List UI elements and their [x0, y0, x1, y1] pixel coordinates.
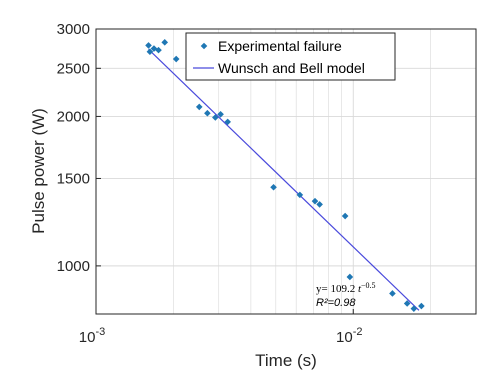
data-point: [270, 183, 277, 191]
fit-equation: y= 109.2 t−0.5: [316, 281, 376, 295]
x-axis-label: Time (s): [255, 351, 317, 370]
y-axis-ticks: 1000 1500 2000 2500 3000: [57, 21, 101, 275]
data-points: [145, 39, 425, 312]
legend-box: [185, 32, 396, 81]
legend-label-model: Wunsch and Bell model: [218, 60, 365, 76]
data-point: [145, 42, 152, 49]
data-point: [161, 39, 169, 46]
data-point: [224, 118, 231, 126]
data-point: [195, 103, 203, 111]
data-point: [296, 191, 304, 199]
data-point: [146, 48, 154, 56]
y-tick-label: 3000: [57, 21, 90, 38]
data-point: [212, 114, 219, 121]
legend-marker-experimental: [200, 42, 208, 50]
y-axis-label: Pulse power (W): [29, 108, 48, 234]
fit-annotation: y= 109.2 t−0.5 R²=0.98: [316, 281, 376, 309]
fit-equation-variable: t: [358, 283, 362, 295]
data-point: [418, 302, 425, 310]
data-point: [155, 46, 162, 54]
data-point: [172, 55, 180, 63]
data-point: [217, 110, 224, 118]
y-tick-label: 2000: [57, 108, 90, 125]
x-tick-label: 10-3: [79, 326, 105, 346]
data-point: [389, 290, 396, 297]
data-point: [150, 45, 158, 52]
y-tick-label: 1000: [57, 258, 90, 275]
fit-r-squared: R²=0.98: [316, 297, 356, 309]
legend-label-experimental: Experimental failure: [218, 38, 342, 54]
data-point: [204, 109, 211, 117]
plot-area-frame: [95, 28, 477, 315]
model-line: [148, 48, 420, 311]
data-point: [403, 300, 411, 307]
x-axis-ticks: 10-3 10-2: [79, 309, 362, 346]
data-point: [341, 212, 349, 220]
x-tick-label: 10-2: [336, 326, 362, 346]
data-point: [346, 273, 354, 281]
fit-equation-exponent: −0.5: [361, 281, 376, 290]
y-tick-label: 1500: [57, 170, 90, 187]
data-point: [316, 201, 323, 208]
data-point: [311, 197, 319, 205]
y-tick-label: 2500: [57, 60, 90, 77]
fit-equation-prefix: y= 109.2: [316, 283, 358, 295]
model-line-layer: [148, 48, 420, 311]
data-point: [410, 305, 418, 312]
legend: Experimental failure Wunsch and Bell mod…: [185, 32, 396, 81]
